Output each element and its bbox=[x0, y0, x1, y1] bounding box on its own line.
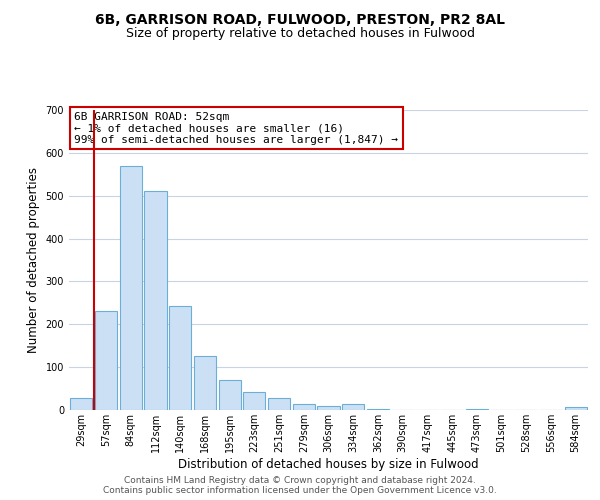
Bar bbox=[119, 166, 142, 410]
Bar bbox=[565, 407, 587, 410]
Bar bbox=[169, 306, 191, 410]
X-axis label: Distribution of detached houses by size in Fulwood: Distribution of detached houses by size … bbox=[178, 458, 479, 470]
Bar bbox=[95, 310, 117, 410]
Bar bbox=[70, 398, 92, 410]
Bar bbox=[218, 380, 241, 410]
Bar bbox=[145, 192, 167, 410]
Y-axis label: Number of detached properties: Number of detached properties bbox=[27, 167, 40, 353]
Text: Contains HM Land Registry data © Crown copyright and database right 2024.
Contai: Contains HM Land Registry data © Crown c… bbox=[103, 476, 497, 495]
Bar bbox=[342, 404, 364, 410]
Bar bbox=[194, 356, 216, 410]
Text: 6B, GARRISON ROAD, FULWOOD, PRESTON, PR2 8AL: 6B, GARRISON ROAD, FULWOOD, PRESTON, PR2… bbox=[95, 12, 505, 26]
Bar bbox=[268, 398, 290, 410]
Bar bbox=[367, 408, 389, 410]
Bar bbox=[293, 404, 315, 410]
Text: 6B GARRISON ROAD: 52sqm
← 1% of detached houses are smaller (16)
99% of semi-det: 6B GARRISON ROAD: 52sqm ← 1% of detached… bbox=[74, 112, 398, 144]
Bar bbox=[243, 392, 265, 410]
Text: Size of property relative to detached houses in Fulwood: Size of property relative to detached ho… bbox=[125, 28, 475, 40]
Bar bbox=[317, 406, 340, 410]
Bar bbox=[466, 408, 488, 410]
